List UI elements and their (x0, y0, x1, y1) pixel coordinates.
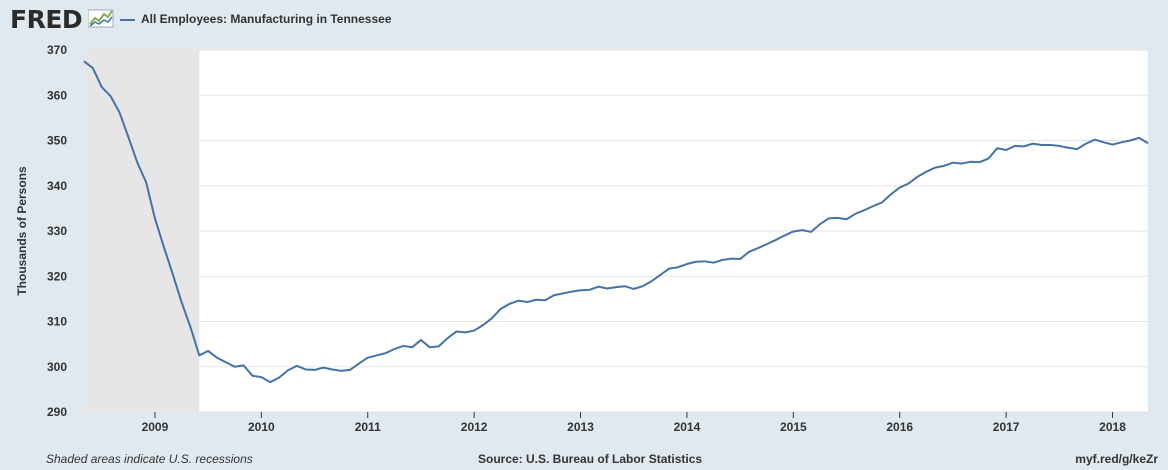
gridlines (84, 49, 1148, 413)
source-credit: Source: U.S. Bureau of Labor Statistics (478, 452, 703, 466)
recession-note: Shaded areas indicate U.S. recessions (46, 452, 253, 466)
y-axis-label: Thousands of Persons (15, 166, 29, 296)
x-tick-label-2013: 2013 (567, 420, 594, 434)
legend-series-label[interactable]: All Employees: Manufacturing in Tennesse… (141, 12, 392, 26)
x-tick-label-2016: 2016 (886, 420, 913, 434)
y-tick-label-330: 330 (47, 224, 67, 238)
short-url-link[interactable]: myf.red/g/keZr (1075, 452, 1158, 466)
y-axis-ticks: 290 300 310 320 330 340 350 360 370 (47, 43, 67, 419)
x-axis-ticks: 2009 2010 2011 2012 2013 2014 2015 2016 2017 2018 (142, 412, 1126, 434)
x-tick-label-2011: 2011 (355, 420, 381, 434)
y-tick-label-350: 350 (47, 134, 67, 148)
x-tick-label-2010: 2010 (248, 420, 275, 434)
y-tick-label-300: 300 (47, 360, 67, 374)
series-line-manufacturing-tennessee[interactable] (83, 60, 1149, 384)
y-tick-label-290: 290 (47, 405, 67, 419)
y-tick-label-340: 340 (47, 179, 67, 193)
x-tick-label-2012: 2012 (461, 420, 488, 434)
y-tick-label-370: 370 (47, 43, 67, 57)
x-tick-label-2015: 2015 (780, 420, 807, 434)
chart-header: FRED All Employees: Manufacturing in Ten… (0, 0, 1168, 40)
x-tick-label-2014: 2014 (674, 420, 701, 434)
y-tick-label-360: 360 (47, 88, 67, 102)
x-tick-label-2018: 2018 (1099, 420, 1126, 434)
legend-series-swatch (120, 19, 135, 21)
fred-chart-icon (88, 9, 114, 28)
y-tick-label-310: 310 (47, 315, 67, 329)
x-tick-label-2009: 2009 (142, 420, 169, 434)
x-tick-label-2017: 2017 (993, 420, 1020, 434)
y-tick-label-320: 320 (47, 269, 67, 283)
fred-logo[interactable]: FRED (10, 5, 83, 34)
